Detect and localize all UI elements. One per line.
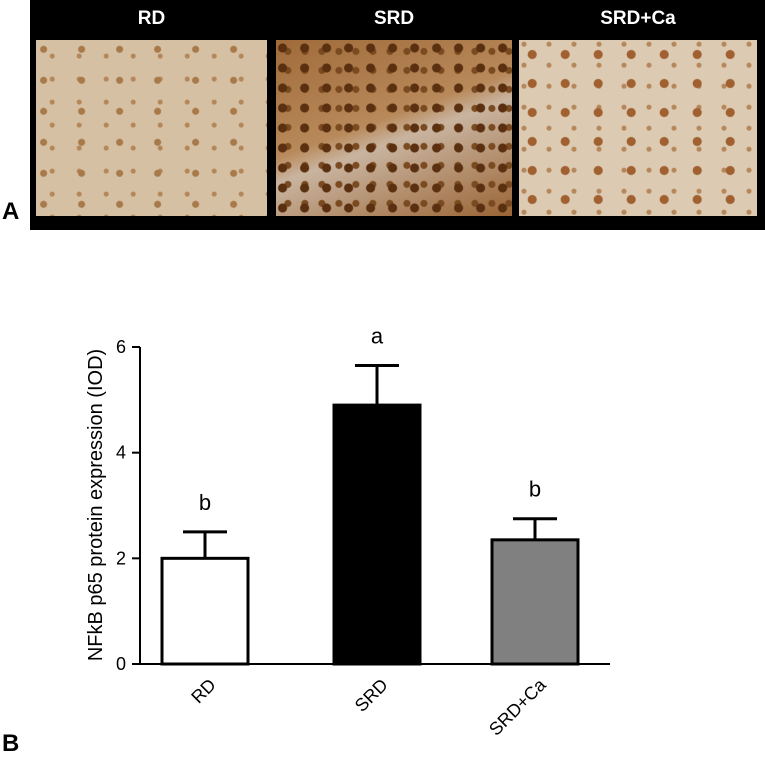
micrograph xyxy=(36,40,267,216)
panel-label: B xyxy=(2,730,20,757)
y-axis-label: NFkB p65 protein expression (IOD) xyxy=(85,349,107,661)
x-tick-label: RD xyxy=(187,675,220,708)
bar xyxy=(332,403,422,666)
micrograph xyxy=(276,40,512,216)
x-tick-label: SRD+Ca xyxy=(485,674,550,739)
bar xyxy=(490,538,580,666)
micrograph-title: SRD xyxy=(373,8,415,29)
y-tick-label: 4 xyxy=(116,443,126,463)
y-tick-label: 2 xyxy=(116,548,126,568)
x-tick-label: SRD xyxy=(351,675,392,716)
panel-label: A xyxy=(2,198,20,225)
bar xyxy=(160,556,250,666)
significance-letter: b xyxy=(529,477,541,502)
micrograph-title: RD xyxy=(137,8,166,29)
micrograph-title: SRD+Ca xyxy=(600,8,676,29)
micrograph xyxy=(519,40,757,216)
significance-letter: b xyxy=(199,490,211,515)
y-tick-label: 0 xyxy=(116,654,126,674)
y-tick-label: 6 xyxy=(116,337,126,357)
significance-letter: a xyxy=(371,323,384,348)
